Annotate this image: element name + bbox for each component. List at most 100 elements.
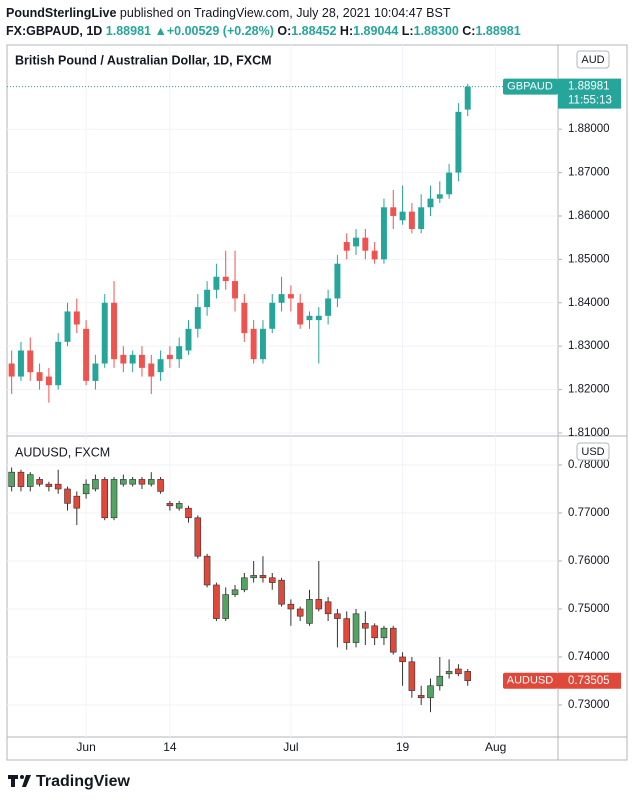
candle-body	[64, 488, 71, 504]
candle-body	[427, 685, 434, 699]
candle-body	[26, 474, 34, 487]
candle-body	[204, 289, 211, 308]
x-tick-label: Jun	[76, 740, 95, 754]
candle-body	[418, 207, 425, 229]
candle-body	[129, 479, 136, 485]
price-tag	[558, 672, 621, 689]
candle-body	[390, 207, 397, 216]
currency-box	[576, 442, 610, 461]
countdown: 11:55:13	[568, 95, 612, 107]
candle-body	[45, 483, 53, 487]
candle-body	[417, 695, 425, 699]
candle-body	[45, 376, 52, 386]
candle-body	[464, 671, 471, 682]
symbol-tag	[503, 672, 558, 689]
candle-body	[194, 307, 201, 329]
publish-line: PoundSterlingLive published on TradingVi…	[6, 4, 521, 22]
candle-body	[17, 350, 24, 377]
candle-body	[232, 281, 239, 299]
last: 1.88981	[105, 24, 151, 38]
candle-body	[324, 601, 332, 615]
candle-body	[371, 625, 378, 639]
candle-body	[455, 668, 462, 675]
candle-body	[241, 302, 248, 334]
h-label: H:	[339, 24, 354, 38]
candle-body	[250, 575, 257, 579]
candle-body	[138, 354, 145, 368]
o: 1.88452	[291, 24, 337, 38]
y-tick-label: 1.81000	[568, 427, 610, 439]
candle-body	[306, 315, 313, 321]
candle-body	[371, 250, 378, 260]
candle-body	[111, 302, 118, 360]
candle-body	[353, 237, 360, 247]
candle-body	[101, 302, 108, 364]
candle-body	[268, 577, 276, 583]
candle-body	[399, 211, 406, 221]
candle-body	[269, 302, 276, 329]
candle-body	[334, 263, 341, 299]
published: published on TradingView.com, July 28, 2…	[119, 6, 451, 20]
candle-body	[446, 172, 453, 195]
candle-body	[175, 503, 183, 509]
y-tick-label: 1.87000	[568, 167, 610, 179]
candle-body	[278, 294, 285, 303]
y-tick-label: 0.78000	[568, 459, 610, 471]
candle-body	[259, 328, 266, 360]
candle-body	[101, 479, 109, 519]
candle-body	[55, 341, 62, 386]
candle-body	[455, 111, 462, 173]
author: PoundSterlingLive	[6, 6, 117, 20]
candle-body	[166, 354, 173, 360]
y-tick-label: 1.84000	[568, 297, 610, 309]
candle-body	[362, 237, 369, 251]
candle-body	[166, 503, 174, 507]
candle-body	[92, 363, 99, 381]
symbol: FX:GBPAUD, 1D	[6, 24, 103, 38]
candle-body	[36, 479, 43, 485]
candle-body	[213, 584, 220, 619]
candle-body	[231, 589, 239, 595]
candle-body	[120, 354, 127, 364]
candle-body	[445, 671, 453, 675]
candle-body	[129, 354, 136, 364]
candle-body	[203, 555, 211, 586]
candle-body	[27, 350, 34, 373]
candle-body	[306, 599, 313, 624]
currency: AUD	[581, 54, 604, 66]
candle-body	[185, 507, 192, 519]
candle-body	[343, 242, 350, 251]
candle-body	[8, 471, 15, 487]
x-tick-label: Aug	[485, 740, 506, 754]
candle-body	[389, 627, 397, 653]
candle-body	[399, 656, 406, 663]
candle-body	[408, 661, 416, 691]
candle-body	[148, 363, 155, 377]
candle-body	[83, 328, 90, 381]
y-tick-label: 0.74000	[568, 651, 610, 663]
x-tick-label: 14	[163, 740, 177, 754]
candle-body	[352, 613, 360, 643]
header: PoundSterlingLive published on TradingVi…	[6, 4, 521, 40]
candle-body	[296, 608, 304, 617]
candle-body	[54, 483, 62, 490]
o-label: O:	[277, 24, 292, 38]
candle-body	[157, 359, 164, 373]
candle-body	[315, 315, 322, 321]
y-tick-label: 1.88000	[568, 123, 610, 135]
candle-body	[250, 328, 257, 360]
arrow: ▲	[154, 24, 167, 38]
brand: TradingView	[36, 773, 131, 790]
frame	[6, 44, 628, 761]
y-tick-label: 1.86000	[568, 210, 610, 222]
candle-body	[315, 599, 323, 610]
candle-body	[120, 479, 127, 485]
price-tag-label: 1.88981	[568, 81, 610, 93]
candle-body	[8, 363, 15, 377]
logo-icon	[8, 775, 31, 787]
y-tick-label: 0.76000	[568, 555, 610, 567]
candle-body	[176, 346, 183, 360]
symbol-tag-label: GBPAUD	[507, 81, 553, 93]
